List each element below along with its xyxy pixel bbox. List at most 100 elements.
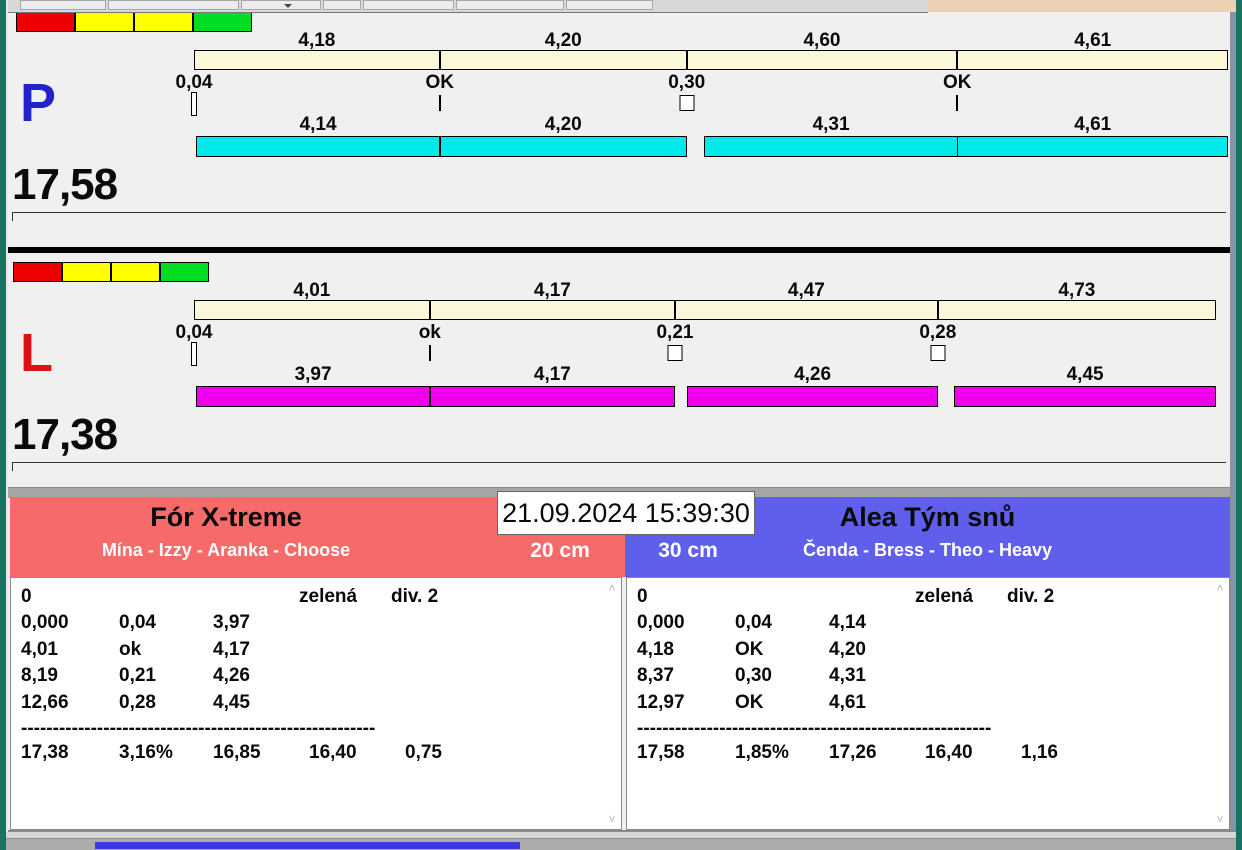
status-bar: [0, 830, 1242, 850]
team-header-left: Fór X-treme Mína - Izzy - Aranka - Choos…: [10, 497, 625, 577]
team-members: Mína - Izzy - Aranka - Choose: [101, 540, 351, 560]
traffic-light-green: [160, 262, 209, 282]
window-border-left-inner: [6, 0, 8, 832]
split-row: 12,66 0,28 4,45: [11, 692, 621, 716]
toolbar-button-5[interactable]: [363, 0, 454, 10]
traffic-light-red: [13, 262, 62, 282]
dropdown-arrow-icon[interactable]: [284, 4, 292, 8]
run-bar-segment: [196, 386, 430, 407]
exchange-bar-segment: [937, 300, 1216, 320]
table-cell: 16,40: [925, 742, 973, 763]
summary-row: 17,38 3,16% 16,85 16,40 0,75: [11, 742, 621, 766]
window-border-left: [0, 0, 6, 850]
toolbar-strip: [8, 0, 928, 13]
split-time-label: 4,17: [533, 364, 571, 385]
table-cell: div. 2: [1007, 586, 1055, 607]
handover-status-label: 0,04: [175, 322, 213, 343]
toolbar-button-4[interactable]: [323, 0, 361, 10]
exchange-time-label: 4,47: [787, 280, 825, 301]
start-gate-marker: [191, 342, 197, 366]
table-cell: 0: [21, 586, 32, 607]
table-cell: zelená: [915, 586, 974, 607]
toolbar-button-6[interactable]: [456, 0, 564, 10]
table-cell: 0,000: [637, 612, 685, 633]
scroll-up-icon[interactable]: ˄: [608, 581, 616, 595]
table-cell: 17,26: [829, 742, 877, 763]
table-cell: 4,14: [829, 612, 866, 633]
date-time: 21.09.2024 15:39:30: [497, 491, 755, 535]
table-cell: div. 2: [391, 586, 439, 607]
lane-divider: [8, 247, 1230, 253]
split-row: 12,97 OK 4,61: [627, 692, 1229, 716]
lane-total-time: 17,38: [12, 410, 118, 459]
exchange-time-label: 4,17: [533, 280, 571, 301]
exchange-time-label: 4,01: [293, 280, 331, 301]
table-cell: 1,16: [1021, 742, 1058, 763]
delay-checkbox[interactable]: [930, 345, 946, 361]
exchange-bar-segment: [674, 300, 938, 320]
run-bar-segment: [957, 136, 1229, 157]
results-panel-right[interactable]: ˄ ˅ 0 zelená div. 2 0,000 0,04 4,14 4,18 OK 4,20…: [626, 577, 1230, 830]
delay-checkbox[interactable]: [679, 95, 695, 111]
scroll-up-icon[interactable]: ˄: [1216, 581, 1224, 595]
split-time-label: 4,26: [794, 364, 832, 385]
lane-baseline: [12, 212, 1226, 221]
split-time-label: 4,45: [1066, 364, 1104, 385]
table-cell: 3,16%: [119, 742, 173, 763]
ok-tick-marker: [956, 95, 959, 111]
scroll-down-icon[interactable]: ˅: [608, 812, 616, 826]
table-cell: 8,37: [637, 665, 674, 686]
lane-total-time: 17,58: [12, 160, 118, 209]
run-bar-segment: [196, 136, 440, 157]
split-time-label: 4,20: [544, 114, 582, 135]
table-cell: 4,01: [21, 639, 58, 660]
separator-dashes: ----------------------------------------…: [637, 718, 992, 739]
toolbar-button-1[interactable]: [20, 0, 106, 10]
traffic-light-red: [16, 12, 75, 32]
table-cell: ok: [119, 639, 142, 660]
lane-letter: L: [20, 323, 53, 383]
background-window-area: [928, 0, 1236, 12]
traffic-light-yellow-1: [75, 12, 134, 32]
exchange-bar-segment: [957, 50, 1229, 70]
table-cell: 0,04: [119, 612, 156, 633]
split-row: 0,000 0,04 4,14: [627, 612, 1229, 636]
traffic-light: [13, 262, 209, 282]
handover-status-label: 0,21: [656, 322, 694, 343]
table-cell: 4,26: [213, 665, 250, 686]
handover-status-label: 0,30: [668, 72, 706, 93]
table-cell: 4,20: [829, 639, 866, 660]
team-members: Čenda - Bress - Theo - Heavy: [802, 540, 1053, 560]
table-cell: 8,19: [21, 665, 58, 686]
results-panel-left[interactable]: ˄ ˅ 0 zelená div. 2 0,000 0,04 3,97 4,01 ok 4,17…: [10, 577, 622, 830]
table-cell: 4,17: [213, 639, 250, 660]
table-cell: 0,21: [119, 665, 156, 686]
toolbar-button-7[interactable]: [566, 0, 653, 10]
split-row: 8,19 0,21 4,26: [11, 665, 621, 689]
table-cell: 12,66: [21, 692, 69, 713]
table-cell: 0,000: [21, 612, 69, 633]
delay-checkbox[interactable]: [667, 345, 683, 361]
ok-tick-marker: [428, 345, 431, 361]
exchange-bar-segment: [194, 300, 430, 320]
toolbar-button-3[interactable]: [241, 0, 321, 10]
table-cell: 3,97: [213, 612, 250, 633]
lane-bar-chart: 4,18 4,20 4,60 4,61 0,04 OK 0,30 OK 4,14 4,20 4,31…: [176, 30, 1229, 166]
table-cell: 0,28: [119, 692, 156, 713]
exchange-bar-segment: [429, 300, 675, 320]
progress-bar: [95, 842, 520, 849]
split-time-label: 4,61: [1074, 114, 1112, 135]
window-border-right: [1236, 0, 1242, 850]
lane-bar-chart: 4,01 4,17 4,47 4,73 0,04 ok 0,21 0,28 3,97 4,17 4,…: [176, 280, 1216, 416]
team-name: Fór X-treme: [150, 502, 302, 532]
handover-status-label: 0,28: [919, 322, 957, 343]
table-cell: 0,04: [735, 612, 772, 633]
scroll-down-icon[interactable]: ˅: [1216, 812, 1224, 826]
table-cell: 4,45: [213, 692, 250, 713]
height-category-right: 30 cm: [658, 539, 718, 562]
toolbar-button-2[interactable]: [108, 0, 239, 10]
exchange-time-label: 4,73: [1058, 280, 1096, 301]
lane-p: P 17,58 4,18 4,20 4,60 4,61 0,04 OK 0,30 OK 4,14…: [8, 12, 1230, 247]
exchange-bar-segment: [439, 50, 687, 70]
split-time-label: 4,31: [812, 114, 850, 135]
